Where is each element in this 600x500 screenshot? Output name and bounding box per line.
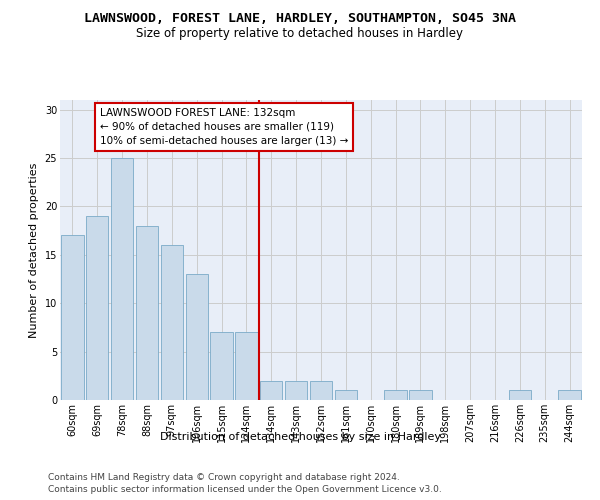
Text: LAWNSWOOD, FOREST LANE, HARDLEY, SOUTHAMPTON, SO45 3NA: LAWNSWOOD, FOREST LANE, HARDLEY, SOUTHAM…	[84, 12, 516, 26]
Bar	[385, 390, 407, 400]
Bar	[111, 158, 133, 400]
Bar	[310, 380, 332, 400]
Text: Distribution of detached houses by size in Hardley: Distribution of detached houses by size …	[160, 432, 440, 442]
Bar	[335, 390, 357, 400]
Text: Contains HM Land Registry data © Crown copyright and database right 2024.: Contains HM Land Registry data © Crown c…	[48, 472, 400, 482]
Bar	[509, 390, 531, 400]
Bar	[559, 390, 581, 400]
Bar	[285, 380, 307, 400]
Y-axis label: Number of detached properties: Number of detached properties	[29, 162, 39, 338]
Bar	[185, 274, 208, 400]
Bar	[161, 245, 183, 400]
Bar	[260, 380, 283, 400]
Bar	[211, 332, 233, 400]
Text: LAWNSWOOD FOREST LANE: 132sqm
← 90% of detached houses are smaller (119)
10% of : LAWNSWOOD FOREST LANE: 132sqm ← 90% of d…	[100, 108, 348, 146]
Bar	[136, 226, 158, 400]
Bar	[61, 236, 83, 400]
Text: Size of property relative to detached houses in Hardley: Size of property relative to detached ho…	[137, 28, 464, 40]
Bar	[235, 332, 257, 400]
Text: Contains public sector information licensed under the Open Government Licence v3: Contains public sector information licen…	[48, 485, 442, 494]
Bar	[409, 390, 431, 400]
Bar	[86, 216, 109, 400]
